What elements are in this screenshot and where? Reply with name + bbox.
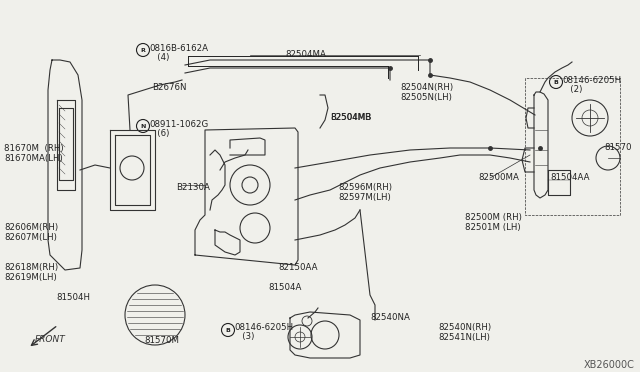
Text: B: B <box>554 80 559 84</box>
Text: (2): (2) <box>562 85 582 94</box>
Text: 82596M(RH): 82596M(RH) <box>338 183 392 192</box>
Text: (3): (3) <box>234 332 254 341</box>
Text: FRONT: FRONT <box>35 336 66 344</box>
Text: 82505N(LH): 82505N(LH) <box>400 93 452 102</box>
Text: N: N <box>140 124 146 128</box>
Text: 81504AA: 81504AA <box>550 173 589 182</box>
Text: R: R <box>141 48 145 52</box>
Text: 81504A: 81504A <box>268 283 301 292</box>
Text: XB26000C: XB26000C <box>584 360 635 370</box>
Text: 08911-1062G: 08911-1062G <box>149 120 208 129</box>
Text: 0816B-6162A: 0816B-6162A <box>149 44 208 53</box>
Text: B2130A: B2130A <box>176 183 210 192</box>
Text: 82540NA: 82540NA <box>370 313 410 322</box>
Text: 82607M(LH): 82607M(LH) <box>4 233 57 242</box>
Text: 82500MA: 82500MA <box>478 173 519 182</box>
Text: B: B <box>225 327 230 333</box>
Text: (6): (6) <box>149 129 170 138</box>
Text: 82501M (LH): 82501M (LH) <box>465 223 520 232</box>
Text: 08146-6205H: 08146-6205H <box>562 76 621 85</box>
Text: 82504MA: 82504MA <box>285 50 326 59</box>
Text: (4): (4) <box>149 53 170 62</box>
Text: 81570M: 81570M <box>144 336 179 345</box>
Text: 82500M (RH): 82500M (RH) <box>465 213 522 222</box>
Text: 82619M(LH): 82619M(LH) <box>4 273 57 282</box>
Text: B2676N: B2676N <box>152 83 186 92</box>
Text: 81504H: 81504H <box>56 293 90 302</box>
Text: 82597M(LH): 82597M(LH) <box>338 193 391 202</box>
Text: 82606M(RH): 82606M(RH) <box>4 223 58 232</box>
Text: 81670MA(LH): 81670MA(LH) <box>4 154 63 163</box>
Text: B2504MB: B2504MB <box>330 113 371 122</box>
Text: 82541N(LH): 82541N(LH) <box>438 333 490 342</box>
Text: 81570: 81570 <box>604 143 632 152</box>
Text: 82618M(RH): 82618M(RH) <box>4 263 58 272</box>
Text: 82504N(RH): 82504N(RH) <box>400 83 453 92</box>
Text: 82540N(RH): 82540N(RH) <box>438 323 491 332</box>
Text: 08146-6205H: 08146-6205H <box>234 323 293 332</box>
Text: 82504MB: 82504MB <box>330 113 371 122</box>
Text: 81670M  (RH): 81670M (RH) <box>4 144 63 153</box>
Text: 82150AA: 82150AA <box>278 263 317 272</box>
